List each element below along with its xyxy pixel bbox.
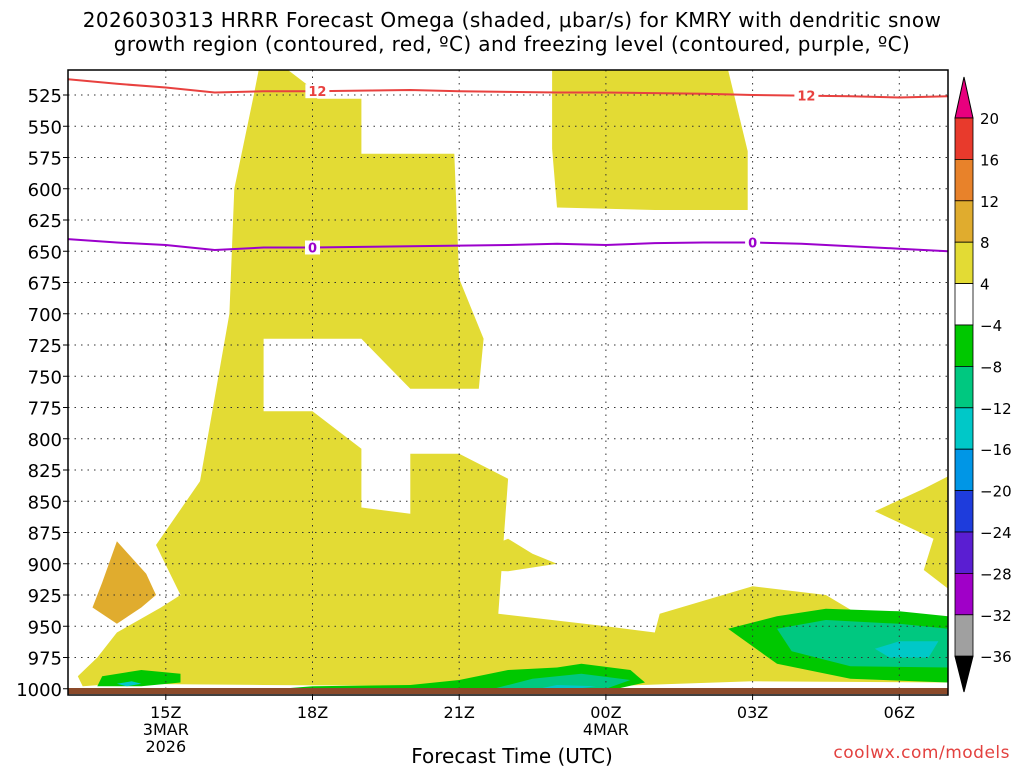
colorbar-label: −24 <box>980 524 1012 542</box>
colorbar-swatch <box>954 531 974 574</box>
x-tick-label: 2026 <box>145 737 186 756</box>
colorbar-swatch <box>954 448 974 492</box>
colorbar-swatch <box>954 365 974 409</box>
y-tick-label: 975 <box>28 649 62 670</box>
colorbar-label: −32 <box>980 607 1012 625</box>
y-tick-label: 525 <box>28 86 62 107</box>
contour-label-bg <box>305 84 330 99</box>
colorbar-swatch <box>954 407 974 450</box>
contour-label: 12 <box>797 90 815 105</box>
colorbar-swatch <box>954 117 974 160</box>
chart-title: 2026030313 HRRR Forecast Omega (shaded, … <box>0 8 1024 56</box>
title-line-1: 2026030313 HRRR Forecast Omega (shaded, … <box>82 8 942 32</box>
y-tick-label: 900 <box>28 555 62 576</box>
contour-label-bg <box>745 235 761 250</box>
y-tick-label: 1000 <box>16 680 62 701</box>
x-tick-label: 18Z <box>297 703 328 722</box>
y-tick-label: 725 <box>28 336 62 357</box>
y-tick-label: 875 <box>28 524 62 545</box>
colorbar: 20 16 12 8 4 −4 −8 −12 −16 −20 −24 −28 −32 −36 <box>954 76 1012 693</box>
colorbar-label: −4 <box>980 317 1002 335</box>
colorbar-label: −36 <box>980 648 1012 666</box>
contour-label: 12 <box>308 85 326 100</box>
grid-lines <box>68 70 948 695</box>
y-tick-label: 700 <box>28 305 62 326</box>
ground-band <box>68 688 948 694</box>
y-tick-label: 550 <box>28 117 62 138</box>
y-tick-label: 650 <box>28 242 62 263</box>
y-tick-label: 600 <box>28 180 62 201</box>
x-tick-label: 21Z <box>444 703 475 722</box>
shaded-region-1 <box>552 70 748 210</box>
colorbar-label: 12 <box>980 193 999 211</box>
y-tick-label: 850 <box>28 492 62 513</box>
colorbar-swatch <box>954 614 974 657</box>
colorbar-label: 16 <box>980 151 999 169</box>
contour-lines: 12 12 0 0 <box>68 78 948 257</box>
colorbar-swatch <box>954 283 974 326</box>
x-tick-label: 3MAR <box>143 720 189 739</box>
colorbar-swatch <box>954 241 974 284</box>
plot-frame <box>67 69 949 696</box>
colorbar-swatch <box>954 324 974 367</box>
x-tick-label: 00Z <box>590 703 621 722</box>
colorbar-swatch <box>954 490 974 533</box>
shaded-region-5 <box>97 670 181 687</box>
shaded-region-3 <box>874 476 948 589</box>
y-tick-label: 825 <box>28 461 62 482</box>
colorbar-swatch <box>954 158 974 202</box>
y-axis-ticks: 525 550 575 600 625 650 675 700 725 750 775 800 825 8… <box>16 86 68 701</box>
contour-label-bg <box>305 240 320 255</box>
x-tick-label: 4MAR <box>583 720 629 739</box>
x-tick-label: 06Z <box>884 703 915 722</box>
y-tick-label: 675 <box>28 274 62 295</box>
y-tick-label: 575 <box>28 149 62 170</box>
contour-label: 0 <box>748 237 757 252</box>
colorbar-label: −8 <box>980 358 1002 376</box>
x-axis-label: Forecast Time (UTC) <box>411 744 613 768</box>
colorbar-label: −16 <box>980 441 1012 459</box>
credit-text: coolwx.com/models <box>833 743 1010 763</box>
y-tick-label: 625 <box>28 211 62 232</box>
colorbar-label: −12 <box>980 400 1012 418</box>
shaded-region-4 <box>92 541 156 624</box>
shaded-region-0 <box>77 70 948 695</box>
y-tick-label: 750 <box>28 367 62 388</box>
colorbar-top-arrow <box>954 76 974 119</box>
y-tick-label: 925 <box>28 586 62 607</box>
contour-label: 0 <box>308 242 317 257</box>
contour-label-bg <box>794 88 819 103</box>
shaded-region-2 <box>459 538 557 572</box>
y-tick-label: 775 <box>28 399 62 420</box>
omega-shading <box>77 70 948 695</box>
colorbar-label: −20 <box>980 483 1012 501</box>
y-tick-label: 800 <box>28 430 62 451</box>
shaded-region-10 <box>874 641 939 658</box>
colorbar-swatch <box>954 200 974 243</box>
title-line-2: growth region (contoured, red, ºC) and f… <box>113 32 911 56</box>
colorbar-bottom-arrow <box>954 655 974 693</box>
x-tick-label: 15Z <box>150 703 181 722</box>
colorbar-label: 8 <box>980 234 990 252</box>
colorbar-label: 4 <box>980 276 990 294</box>
shaded-region-8 <box>483 673 631 692</box>
colorbar-label: −28 <box>980 565 1012 583</box>
shaded-region-11 <box>116 681 142 687</box>
x-tick-label: 03Z <box>737 703 768 722</box>
contour-freezing_level_0C <box>68 238 948 253</box>
colorbar-swatch <box>954 573 974 616</box>
colorbar-label: 20 <box>980 110 999 128</box>
y-tick-label: 950 <box>28 617 62 638</box>
